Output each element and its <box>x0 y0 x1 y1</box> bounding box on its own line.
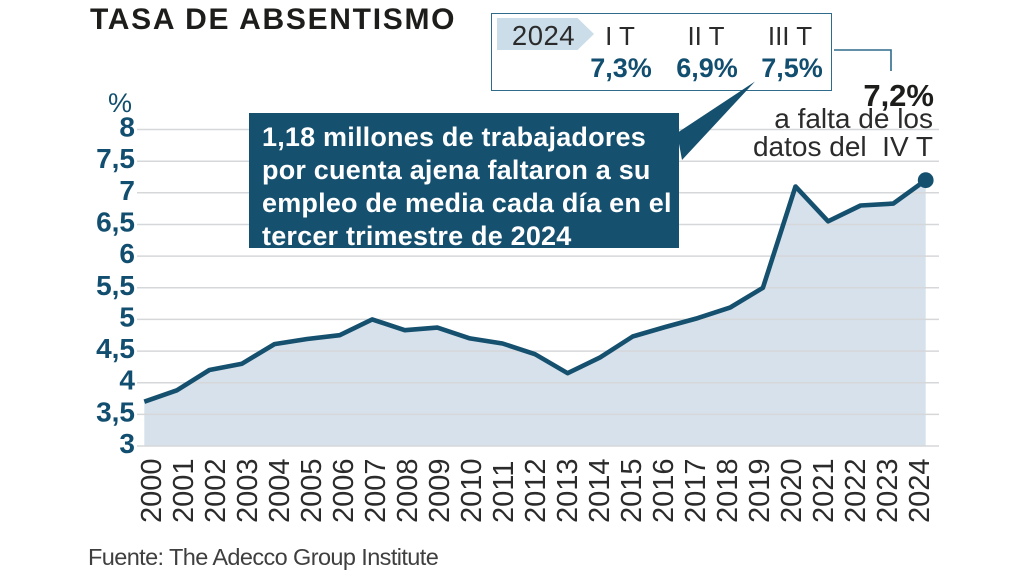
svg-text:8: 8 <box>119 112 135 143</box>
svg-text:5,5: 5,5 <box>96 270 135 301</box>
svg-text:2023: 2023 <box>872 458 904 523</box>
svg-text:3,5: 3,5 <box>96 396 135 427</box>
svg-text:%: % <box>108 88 132 118</box>
svg-text:2024: 2024 <box>904 458 936 523</box>
svg-text:2004: 2004 <box>264 458 296 523</box>
svg-text:4: 4 <box>119 365 135 396</box>
svg-text:2007: 2007 <box>360 458 392 523</box>
svg-text:2021: 2021 <box>808 458 840 523</box>
svg-text:2016: 2016 <box>648 458 680 523</box>
svg-text:3: 3 <box>119 428 135 459</box>
svg-text:2015: 2015 <box>616 458 648 523</box>
svg-text:6: 6 <box>119 238 135 269</box>
svg-text:2008: 2008 <box>392 458 424 523</box>
svg-text:2009: 2009 <box>424 458 456 523</box>
svg-text:2017: 2017 <box>680 458 712 523</box>
svg-text:2011: 2011 <box>488 461 520 523</box>
svg-text:2012: 2012 <box>520 458 552 523</box>
svg-text:2000: 2000 <box>136 458 168 523</box>
svg-text:2018: 2018 <box>712 458 744 523</box>
svg-text:2002: 2002 <box>200 458 232 523</box>
svg-text:7: 7 <box>119 175 135 206</box>
svg-text:5: 5 <box>119 301 135 332</box>
svg-text:2010: 2010 <box>456 458 488 523</box>
svg-text:2014: 2014 <box>584 458 616 523</box>
svg-text:4,5: 4,5 <box>96 333 135 364</box>
svg-text:2006: 2006 <box>328 458 360 523</box>
svg-text:2022: 2022 <box>840 458 872 523</box>
svg-text:7,5: 7,5 <box>96 143 135 174</box>
svg-text:2005: 2005 <box>296 458 328 523</box>
svg-text:2020: 2020 <box>776 458 808 523</box>
svg-text:2013: 2013 <box>552 458 584 523</box>
svg-text:2003: 2003 <box>232 458 264 523</box>
svg-text:6,5: 6,5 <box>96 207 135 238</box>
svg-text:2019: 2019 <box>744 458 776 523</box>
svg-text:2001: 2001 <box>168 458 200 523</box>
